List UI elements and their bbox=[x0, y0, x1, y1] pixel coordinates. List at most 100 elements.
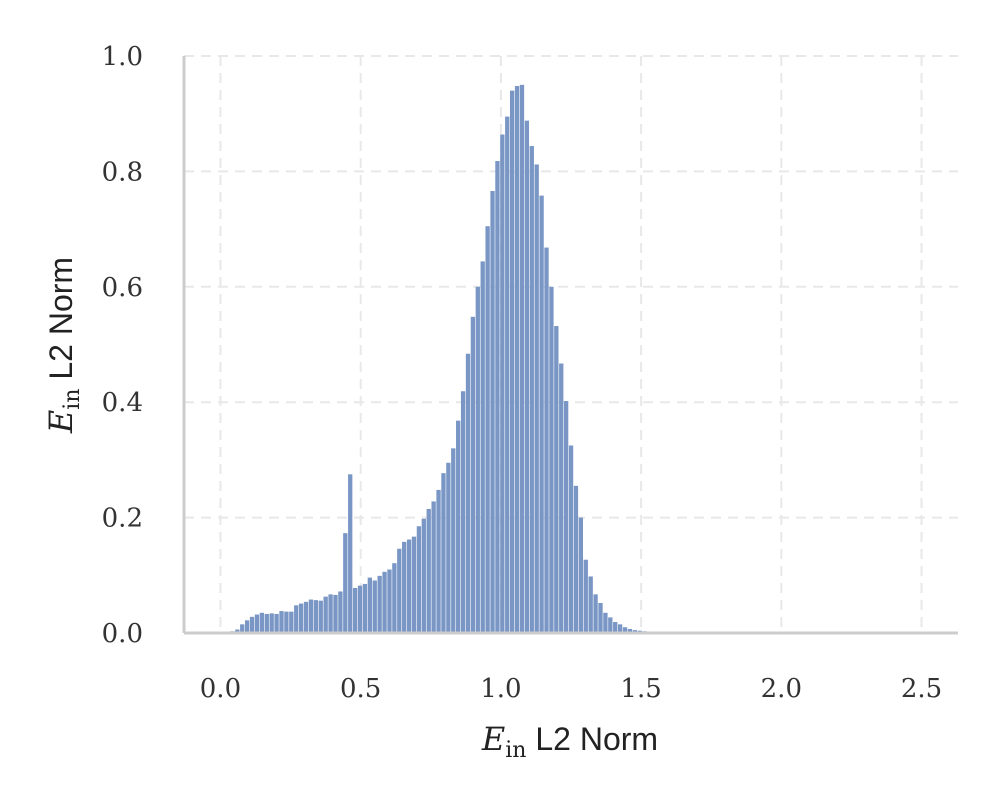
histogram-bar bbox=[244, 620, 250, 633]
histogram-bar bbox=[475, 286, 480, 633]
x-axis-label: Ein L2 Norm bbox=[481, 720, 658, 763]
histogram-bar bbox=[289, 611, 294, 633]
histogram-bar bbox=[284, 611, 289, 633]
histogram-bar bbox=[343, 533, 348, 633]
histogram-bar bbox=[608, 617, 613, 633]
histogram-bar bbox=[377, 575, 382, 633]
histogram-bar bbox=[387, 569, 392, 633]
histogram-bar bbox=[490, 191, 495, 633]
y-axis-label: Ein L2 Norm bbox=[42, 257, 85, 434]
x-tick-label: 1.0 bbox=[480, 674, 521, 704]
x-axis-label-subscript: in bbox=[505, 738, 526, 763]
x-tick-label: 2.0 bbox=[761, 674, 802, 704]
histogram-bar bbox=[603, 612, 608, 633]
histogram-bar bbox=[505, 116, 510, 633]
histogram-bar bbox=[549, 286, 554, 633]
histogram-bar bbox=[382, 571, 387, 633]
histogram-bar bbox=[338, 591, 343, 633]
histogram-bar bbox=[269, 613, 274, 633]
histogram-bar bbox=[323, 596, 328, 633]
histogram-bar bbox=[539, 195, 544, 633]
histogram-bar bbox=[451, 448, 456, 633]
histogram-bar bbox=[446, 462, 451, 633]
histogram-bar bbox=[348, 474, 353, 633]
histogram-bar bbox=[254, 614, 260, 633]
histogram-bar bbox=[617, 624, 623, 633]
histogram-bar bbox=[568, 445, 574, 633]
histogram-bar bbox=[259, 612, 265, 633]
histogram-bar bbox=[627, 628, 633, 633]
histogram-bar bbox=[529, 146, 534, 633]
histogram-bar bbox=[456, 420, 461, 633]
histogram-bar bbox=[563, 401, 569, 633]
x-tick-label: 2.5 bbox=[901, 674, 942, 704]
histogram-bar bbox=[308, 599, 314, 633]
histogram-bar bbox=[235, 629, 240, 633]
histogram-bar bbox=[470, 316, 476, 633]
histogram-bar bbox=[240, 624, 245, 633]
y-tick-label: 1.0 bbox=[102, 42, 143, 72]
histogram-bar bbox=[274, 613, 279, 633]
histogram-bar bbox=[573, 485, 579, 633]
histogram-bar bbox=[367, 577, 372, 633]
histogram-bar bbox=[357, 585, 363, 633]
y-tick-label: 0.8 bbox=[102, 157, 143, 187]
histogram-bar bbox=[318, 600, 323, 633]
y-tick-label: 0.6 bbox=[102, 273, 143, 303]
histogram-bar bbox=[495, 161, 500, 633]
histogram-bar bbox=[460, 391, 466, 633]
histogram-bar bbox=[583, 559, 588, 633]
histogram-bar bbox=[514, 86, 520, 633]
histogram-bar bbox=[313, 600, 319, 633]
histogram-bar bbox=[534, 164, 539, 633]
y-tick-label: 0.4 bbox=[102, 388, 143, 418]
histogram-bar bbox=[411, 536, 417, 633]
y-tick-labels: 0.0 0.2 0.4 0.6 0.8 1.0 bbox=[102, 42, 143, 649]
y-tick-label: 0.2 bbox=[102, 504, 143, 534]
x-tick-label: 1.5 bbox=[620, 674, 661, 704]
histogram-bar bbox=[431, 501, 436, 633]
histogram-bar bbox=[333, 594, 338, 633]
histogram-bar bbox=[588, 576, 593, 633]
histogram-bar bbox=[485, 226, 490, 633]
histogram-bar bbox=[279, 611, 284, 633]
histogram-bar bbox=[622, 627, 628, 633]
x-axis-label-math: E bbox=[481, 720, 505, 758]
histogram-bar bbox=[544, 247, 549, 633]
y-axis-label-text: L2 Norm bbox=[43, 257, 79, 389]
histogram-bar bbox=[406, 539, 412, 633]
histogram-bar bbox=[441, 473, 446, 633]
y-axis-label-math: E bbox=[42, 410, 80, 434]
histogram-bar bbox=[598, 602, 603, 633]
histogram-bar bbox=[264, 613, 269, 633]
histogram-bar bbox=[352, 587, 358, 633]
histogram-bar bbox=[416, 526, 422, 633]
histogram-bar bbox=[613, 622, 618, 633]
histogram-bar bbox=[500, 134, 505, 634]
histogram-bar bbox=[397, 548, 402, 633]
histogram-bar bbox=[480, 261, 485, 633]
histogram-bar bbox=[402, 541, 407, 633]
histogram-bar bbox=[519, 84, 525, 634]
histogram-bar bbox=[593, 594, 598, 633]
histogram-bar bbox=[465, 353, 471, 633]
histogram-bar bbox=[578, 517, 584, 633]
x-tick-label: 0.0 bbox=[200, 674, 241, 704]
y-tick-label: 0.0 bbox=[102, 619, 143, 649]
histogram-bar bbox=[303, 601, 309, 633]
x-tick-label: 0.5 bbox=[340, 674, 381, 704]
histogram-bar bbox=[559, 363, 564, 633]
histogram-bar bbox=[362, 583, 368, 633]
histogram-bar bbox=[426, 508, 431, 633]
histogram-bars bbox=[220, 84, 927, 634]
histogram-bar bbox=[421, 518, 426, 633]
histogram-bar bbox=[436, 489, 441, 633]
histogram-bar bbox=[298, 603, 304, 633]
histogram-bar bbox=[372, 580, 377, 633]
histogram-bar bbox=[392, 563, 397, 633]
x-tick-labels: 0.0 0.5 1.0 1.5 2.0 2.5 bbox=[200, 674, 942, 704]
histogram-bar bbox=[524, 120, 530, 633]
histogram-bar bbox=[510, 90, 515, 634]
histogram-bar bbox=[294, 605, 299, 633]
